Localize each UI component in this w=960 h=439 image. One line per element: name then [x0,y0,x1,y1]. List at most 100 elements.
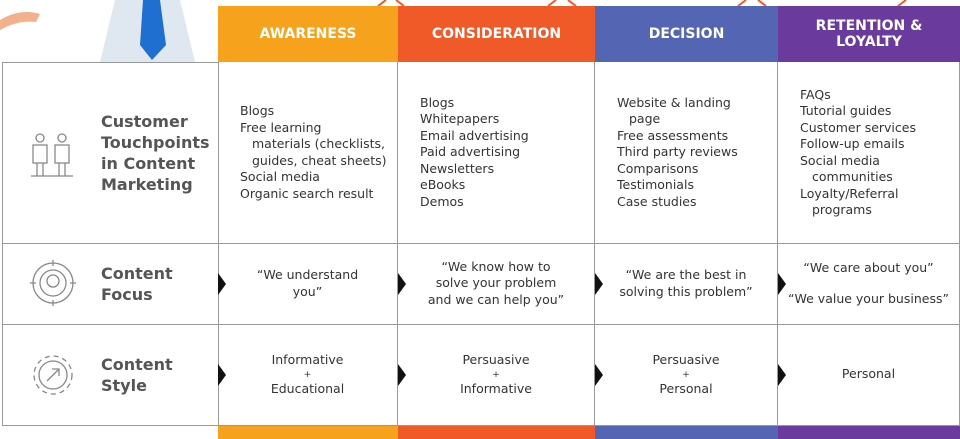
header-decoration [377,0,907,6]
cell-text: solving this problem” [619,283,753,299]
cell-text: Personal [659,380,713,396]
cell-item: “We know how to solve your problem and we … [428,259,564,309]
cell-text: “We are the best in [625,267,747,282]
row-label-text: Style [101,375,147,395]
cell-text: guides, cheat sheets) [252,152,387,168]
cell-text: Case studies [617,193,697,209]
illustration [0,0,195,62]
cell-item: “We care about you” [803,260,933,277]
cell-item: “We are the best in solving this problem” [619,267,752,300]
cell-text: Customer services [800,119,916,135]
rule [2,62,219,63]
header-text: RETENTION & [815,18,923,34]
cell-item: Paid advertising [420,144,520,161]
cell-item: Blogs [240,103,274,120]
cell-item: Free assessments [617,128,728,145]
header-text: LOYALTY [836,34,902,50]
column-footer [398,425,595,439]
header-text: DECISION [648,26,725,42]
table-cell: Blogs Whitepapers Email advertising Paid ad… [398,62,595,244]
table-cell: Blogs Free learning materials (checklists,… [218,62,398,244]
cell-item: Blogs [420,95,454,112]
cell-item: Demos [420,194,464,211]
cell-text: FAQs [800,86,831,102]
cell-text: solve your problem [435,275,557,291]
cell-text: Loyalty/Referral [800,185,899,201]
cell-text: Persuasive [462,352,530,367]
cell-text: eBooks [420,177,466,193]
cell-text: “We care about you” [803,260,934,275]
table-cell: “We know how to solve your problem and we … [398,243,595,325]
cell-text: Educational [270,380,345,396]
cell-text: Blogs [240,103,275,118]
cell-text: Follow-up emails [800,136,905,151]
cell-text: Demos [420,193,464,209]
gear-icon [33,355,73,395]
cell-item: Email advertising [420,128,529,145]
target-icon [30,260,76,306]
cell-item: Tutorial guides [800,103,891,120]
table-cell: Personal [778,324,960,426]
cell-item: Persuasive + Personal [652,352,719,397]
row-label-text: Touchpoints [101,132,210,152]
cell-item: Third party reviews [617,144,738,161]
row-label: Content Focus [2,243,219,325]
table-cell: FAQs Tutorial guides Customer services Foll… [778,62,960,244]
table-cell: Informative + Educational [218,324,398,426]
cell-text: Tutorial guides [800,103,892,118]
cell-text: Email advertising [420,127,529,143]
cell-text: Paid advertising [420,144,521,160]
table-cell: “We care about you” “We value your busine… [778,243,960,325]
cell-item: “We understand you” [257,267,358,300]
column-header: CONSIDERATION [398,6,595,62]
cell-item: Case studies [617,194,697,211]
column-footer [218,425,398,439]
cell-item: Comparisons [617,161,698,178]
cell-text: Informative [271,352,344,367]
cell-item: Social media [240,169,320,186]
cell-text: Whitepapers [420,111,500,127]
cell-item: Loyalty/Referral programs [800,186,899,219]
cell-text: “We value your business” [788,290,949,306]
row-label: Content Style [2,324,219,426]
column-header: AWARENESS [218,6,398,62]
cell-item: Personal [842,366,895,383]
cell-text: Free learning [240,119,322,135]
row-label-text: Marketing [101,174,193,194]
arrow [778,363,786,386]
cell-item: Social media communities [800,153,893,186]
cell-text: materials (checklists, [252,136,385,151]
column-footer [595,425,778,439]
arrow [218,272,226,295]
table-cell: Persuasive + Informative [398,324,595,426]
people-icon [31,133,73,177]
cell-item: “We value your business” [788,291,949,308]
cell-item: Testimonials [617,177,694,194]
header-text: CONSIDERATION [431,26,562,42]
cell-item: Follow-up emails [800,136,905,153]
row-label-text: Customer [101,111,188,131]
table-cell: “We are the best in solving this problem” [595,243,778,325]
cell-text: Persuasive [652,352,720,367]
cell-text: Organic search result [240,185,374,201]
column-footer [778,425,960,439]
arrow [218,363,226,386]
column-header: RETENTION & LOYALTY [778,6,960,62]
cell-item: Informative + Educational [271,352,344,397]
arrow [595,272,603,295]
cell-text: communities [812,169,893,184]
cell-text: “We know how to [441,258,551,274]
cell-item: Customer services [800,120,916,137]
cell-text: Third party reviews [617,144,738,160]
column-header: DECISION [595,6,778,62]
cell-text: Social media [800,152,880,168]
cell-text: + [682,369,690,380]
row-label-text: Content [101,354,173,374]
cell-text: Newsletters [420,160,495,176]
cell-text: programs [812,202,872,217]
header-text: AWARENESS [259,26,357,42]
cell-text: Comparisons [617,160,699,176]
cell-text: Personal [841,366,896,382]
cell-text: page [629,111,661,127]
